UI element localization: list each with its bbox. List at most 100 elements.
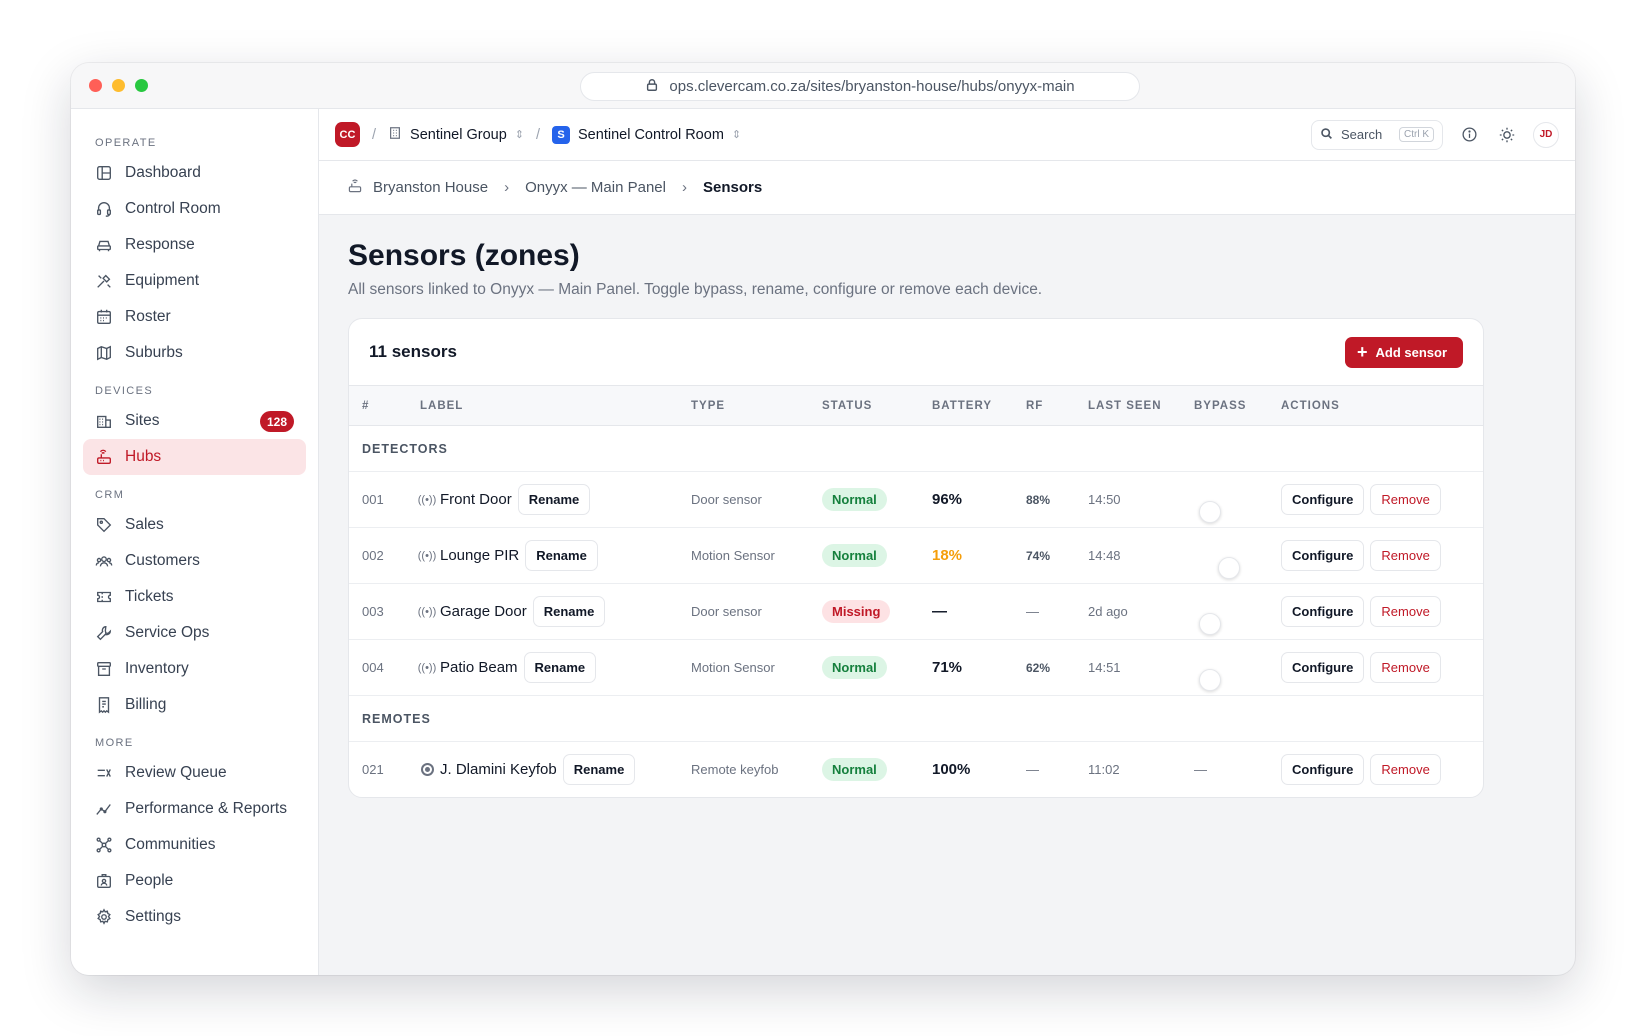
rename-button[interactable]: Rename <box>562 754 636 786</box>
remove-button[interactable]: Remove <box>1370 540 1441 571</box>
sidebar-item-label: Equipment <box>125 272 200 289</box>
sidebar-item-response[interactable]: Response <box>83 227 306 263</box>
status-badge: Normal <box>822 656 887 679</box>
configure-button[interactable]: Configure <box>1281 754 1365 786</box>
last-seen: 2d ago <box>1088 604 1128 619</box>
address-bar[interactable]: ops.clevercam.co.za/sites/bryanston-hous… <box>580 72 1140 101</box>
configure-button[interactable]: Configure <box>1281 484 1365 515</box>
bypass-toggle[interactable] <box>1199 500 1221 523</box>
bypass-toggle[interactable] <box>1199 668 1221 691</box>
room-switcher[interactable]: S Sentinel Control Room ⇕ <box>552 125 742 144</box>
chevron-updown-icon: ⇕ <box>514 129 524 141</box>
rename-button[interactable]: Rename <box>532 596 606 627</box>
sidebar-item-people[interactable]: People <box>83 863 306 899</box>
sidebar-item-dashboard[interactable]: Dashboard <box>83 155 306 191</box>
sensors-card: 11 sensors + Add sensor # LABEL TYPE STA… <box>348 318 1484 798</box>
remove-button[interactable]: Remove <box>1370 652 1441 683</box>
sensor-label: Patio Beam <box>440 659 518 676</box>
sidebar-item-label: Inventory <box>125 660 189 677</box>
layout-icon <box>95 164 113 182</box>
col-header-status: STATUS <box>822 399 873 412</box>
sensor-type: Door sensor <box>691 604 762 619</box>
page-title: Sensors (zones) <box>348 239 580 272</box>
sidebar-item-sites[interactable]: Sites 128 <box>83 403 306 439</box>
sidebar-item-inventory[interactable]: Inventory <box>83 651 306 687</box>
count-badge: 128 <box>259 411 294 432</box>
remove-button[interactable]: Remove <box>1370 484 1441 515</box>
browser-titlebar: ops.clevercam.co.za/sites/bryanston-hous… <box>71 63 1575 109</box>
table-row: 003 ((•)) Garage Door Rename Door sensor M… <box>349 584 1483 640</box>
sun-icon[interactable] <box>1495 123 1519 147</box>
org-switcher[interactable]: Sentinel Group ⇕ <box>388 126 524 144</box>
breadcrumb-site[interactable]: Bryanston House <box>373 179 489 196</box>
sidebar-item-customers[interactable]: Customers <box>83 543 306 579</box>
close-window-button[interactable] <box>89 79 102 92</box>
sidebar-item-label: Tickets <box>125 588 174 605</box>
building-icon <box>95 412 113 430</box>
sidebar-item-settings[interactable]: Settings <box>83 899 306 935</box>
info-icon[interactable] <box>1457 123 1481 147</box>
col-header-label: LABEL <box>420 399 464 412</box>
sidebar-item-review-queue[interactable]: Review Queue <box>83 755 306 791</box>
sidebar-section-operate: OPERATE <box>95 137 157 149</box>
battery-value: 96% <box>932 491 963 508</box>
remove-button[interactable]: Remove <box>1370 754 1441 786</box>
maximize-window-button[interactable] <box>135 79 148 92</box>
rename-button[interactable]: Rename <box>523 652 597 683</box>
router-icon <box>95 448 113 466</box>
sidebar-item-suburbs[interactable]: Suburbs <box>83 335 306 371</box>
group-row-detectors: DETECTORS <box>349 426 1483 472</box>
sidebar-item-control-room[interactable]: Control Room <box>83 191 306 227</box>
sidebar-item-tickets[interactable]: Tickets <box>83 579 306 615</box>
add-sensor-button[interactable]: + Add sensor <box>1344 336 1463 368</box>
sidebar-item-performance-and-reports[interactable]: Performance & Reports <box>83 791 306 827</box>
sensor-number: 002 <box>362 548 384 563</box>
sensor-count: 11 sensors <box>369 342 457 361</box>
sidebar-item-hubs[interactable]: Hubs <box>83 439 306 475</box>
search-button[interactable]: Search Ctrl K <box>1311 119 1443 150</box>
sidebar-item-label: Sites <box>125 412 160 429</box>
sidebar-section-crm: CRM <box>95 489 125 501</box>
rf-value: 62% <box>1026 661 1051 675</box>
sidebar-item-label: Sales <box>125 516 164 533</box>
sidebar-item-label: Control Room <box>125 200 221 217</box>
bypass-toggle[interactable] <box>1218 556 1240 579</box>
sensor-type: Door sensor <box>691 492 762 507</box>
configure-button[interactable]: Configure <box>1281 540 1365 571</box>
configure-button[interactable]: Configure <box>1281 652 1365 683</box>
plus-icon: + <box>1356 342 1368 362</box>
chevron-updown-icon: ⇕ <box>731 129 742 141</box>
last-seen: 11:02 <box>1088 762 1120 778</box>
chevron-right-icon: › <box>504 179 510 196</box>
breadcrumb-hub[interactable]: Onyyx — Main Panel <box>525 179 666 196</box>
sensor-number: 021 <box>362 762 384 778</box>
configure-button[interactable]: Configure <box>1281 596 1365 627</box>
group-label: REMOTES <box>362 711 431 726</box>
last-seen: 14:50 <box>1088 492 1121 507</box>
sidebar-item-billing[interactable]: Billing <box>83 687 306 723</box>
sidebar-item-equipment[interactable]: Equipment <box>83 263 306 299</box>
battery-value: 100% <box>932 761 971 779</box>
sensor-type: Motion Sensor <box>691 548 775 563</box>
org-name: Sentinel Group <box>410 126 507 143</box>
sidebar-item-roster[interactable]: Roster <box>83 299 306 335</box>
bypass-toggle[interactable] <box>1199 612 1221 635</box>
status-badge: Normal <box>822 488 887 511</box>
sidebar-item-communities[interactable]: Communities <box>83 827 306 863</box>
sidebar-item-label: Customers <box>125 552 200 569</box>
tools-icon <box>95 272 113 290</box>
signal-icon: ((•)) <box>417 661 437 674</box>
minimize-window-button[interactable] <box>112 79 125 92</box>
breadcrumb-current: Sensors <box>702 179 763 196</box>
sidebar-item-service-ops[interactable]: Service Ops <box>83 615 306 651</box>
sidebar-item-sales[interactable]: Sales <box>83 507 306 543</box>
sensor-type: Remote keyfob <box>691 762 779 778</box>
sidebar-item-label: People <box>125 872 174 889</box>
rename-button[interactable]: Rename <box>517 484 591 515</box>
rename-button[interactable]: Rename <box>525 540 598 571</box>
user-avatar[interactable]: JD <box>1533 121 1559 148</box>
archive-icon <box>95 660 113 678</box>
remove-button[interactable]: Remove <box>1370 596 1441 627</box>
sensor-number: 003 <box>362 604 384 619</box>
gear-icon <box>95 908 113 926</box>
